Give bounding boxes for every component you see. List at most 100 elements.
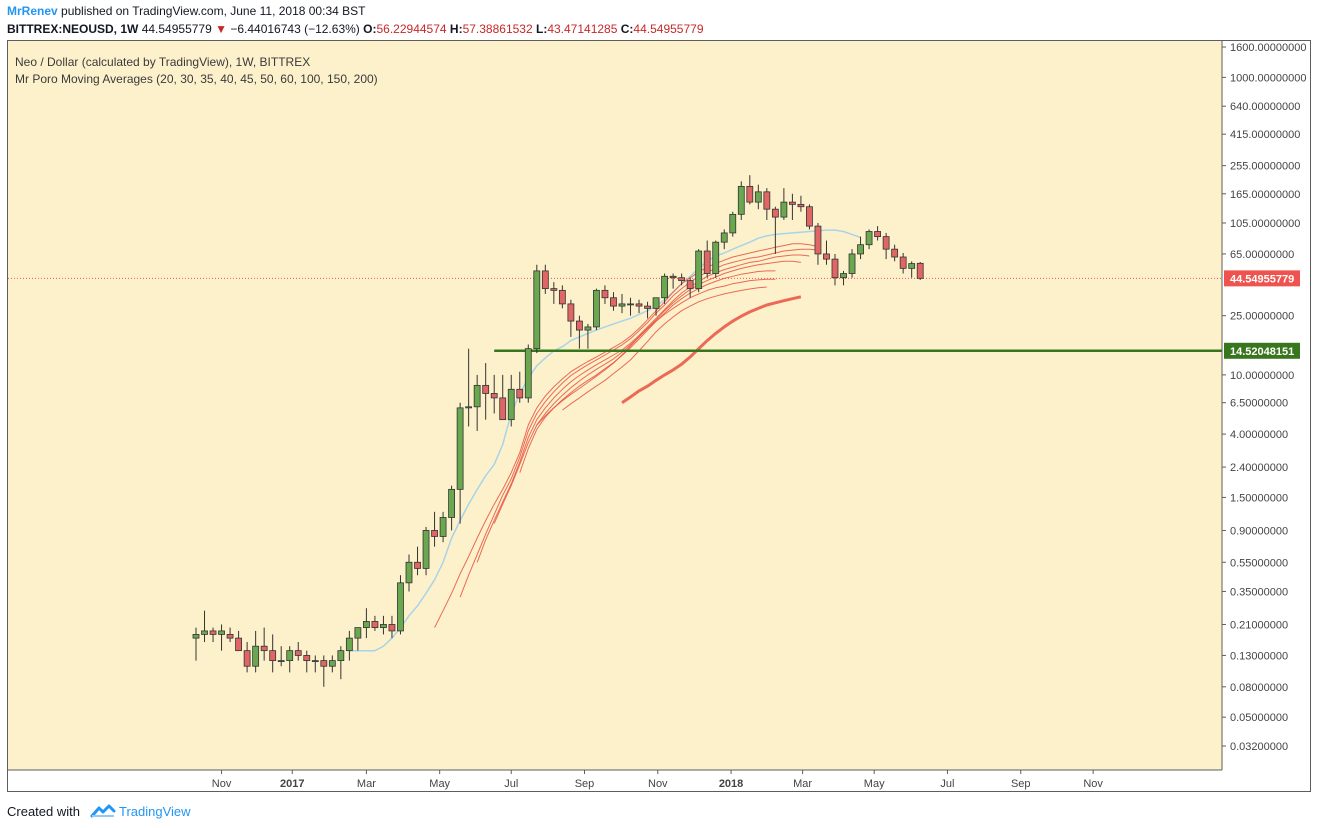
tradingview-link[interactable]: TradingView	[119, 804, 191, 819]
y-tick-label: 0.05000000	[1230, 712, 1288, 724]
candle-body	[439, 517, 447, 537]
candle-body	[780, 201, 788, 218]
candle-body	[431, 530, 438, 537]
candle-body	[286, 650, 294, 662]
candle-body	[524, 348, 532, 399]
created-with-text: Created with	[7, 804, 80, 819]
open-value: 56.22944574	[376, 22, 447, 36]
y-tick-label: 0.90000000	[1230, 525, 1288, 537]
moving-average-line	[434, 243, 819, 628]
candle-body	[899, 256, 907, 269]
y-tick-label: 10.00000000	[1230, 370, 1294, 382]
candle-body	[882, 236, 890, 250]
y-tick-label: 0.03200000	[1230, 741, 1288, 753]
candle-body	[235, 637, 243, 652]
candle-body	[499, 397, 507, 421]
last-price: 44.54955779	[141, 22, 212, 36]
chart-legend: Neo / Dollar (calculated by TradingView)…	[15, 54, 378, 88]
y-tick-label: 4.00000000	[1230, 429, 1288, 441]
moving-average-line	[536, 278, 776, 426]
candle-body	[490, 393, 498, 399]
candle-body	[891, 248, 899, 258]
moving-average-line	[476, 254, 810, 563]
candle-body	[405, 561, 413, 584]
candle-body	[874, 231, 881, 238]
low-label: L:	[536, 22, 548, 36]
high-label: H:	[449, 22, 463, 36]
published-text: published on TradingView.com, June 11, 2…	[61, 4, 366, 18]
candle-body	[610, 297, 617, 307]
moving-average-line	[621, 295, 802, 404]
candle-body	[635, 303, 643, 307]
y-tick-label: 0.08000000	[1230, 682, 1288, 694]
candle-body	[823, 253, 830, 260]
symbol-label: BITTREX:NEOUSD, 1W	[7, 22, 139, 36]
candle-body	[601, 289, 609, 299]
candle-body	[763, 191, 771, 210]
candle-body	[345, 637, 353, 652]
candle-body	[328, 660, 336, 667]
chart-header: MrRenev published on TradingView.com, Ju…	[0, 0, 1317, 40]
candle-body	[388, 624, 396, 632]
y-tick-label: 1600.00000000	[1230, 42, 1306, 54]
candle-body	[678, 277, 686, 282]
candle-body	[269, 650, 277, 662]
candle-body	[320, 660, 328, 667]
candle-body	[848, 253, 856, 274]
candle-body	[797, 203, 805, 208]
footer: Created with TradingView	[7, 802, 191, 819]
candle-body	[192, 634, 200, 639]
y-tick-label: 1000.00000000	[1230, 72, 1306, 84]
candle-body	[857, 244, 864, 255]
candle-body	[533, 270, 541, 350]
y-tick-label: 2.40000000	[1230, 462, 1288, 474]
candle-body	[720, 232, 728, 243]
candle-body	[644, 305, 651, 309]
price-axis-background	[1222, 41, 1310, 770]
x-tick-label: 2017	[280, 778, 304, 790]
candle-body	[362, 621, 370, 629]
y-tick-label: 0.35000000	[1230, 586, 1288, 598]
candle-body	[277, 660, 285, 663]
x-tick-label: Jul	[504, 778, 518, 790]
candle-body	[712, 241, 720, 274]
candle-body	[311, 660, 319, 663]
candle-body	[209, 630, 217, 635]
y-tick-label: 65.00000000	[1230, 249, 1294, 261]
moving-average-line	[562, 286, 767, 411]
candle-body	[414, 561, 421, 569]
y-tick-label: 0.55000000	[1230, 557, 1288, 569]
candle-body	[908, 263, 916, 269]
y-tick-label: 105.00000000	[1230, 218, 1300, 230]
candle-body	[541, 270, 549, 290]
candle-body	[397, 582, 404, 632]
y-tick-label: 165.00000000	[1230, 189, 1300, 201]
candle-body	[567, 303, 575, 322]
high-value: 57.38861532	[462, 22, 533, 36]
x-tick-label: May	[429, 778, 450, 790]
candle-body	[550, 288, 558, 291]
down-arrow-icon: ▼	[215, 22, 227, 36]
candle-body	[558, 289, 566, 305]
chart-area[interactable]	[7, 40, 1311, 792]
ohlc-line: BITTREX:NEOUSD, 1W 44.54955779 ▼ −6.4401…	[7, 22, 704, 36]
y-tick-label: 255.00000000	[1230, 161, 1300, 173]
candle-body	[806, 206, 813, 227]
candle-body	[337, 650, 345, 662]
legend-title: Neo / Dollar (calculated by TradingView)…	[15, 55, 311, 69]
candle-body	[576, 320, 583, 331]
last-price-label-text: 44.54955779	[1230, 273, 1294, 285]
candle-body	[422, 530, 430, 569]
author-link[interactable]: MrRenev	[7, 4, 58, 18]
candle-body	[371, 621, 379, 629]
x-tick-label: 2018	[719, 778, 743, 790]
candle-body	[465, 406, 473, 409]
candle-body	[669, 275, 677, 279]
x-tick-label: Nov	[648, 778, 668, 790]
last-price-label-box	[1224, 270, 1300, 287]
candle-body	[652, 297, 660, 309]
candle-body	[482, 384, 490, 394]
legend-indicator: Mr Poro Moving Averages (20, 30, 35, 40,…	[15, 72, 378, 86]
support-price-label-box	[1224, 342, 1300, 359]
